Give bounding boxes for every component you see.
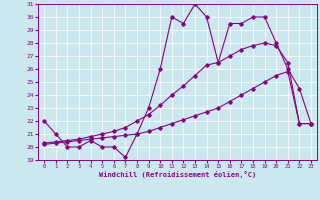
X-axis label: Windchill (Refroidissement éolien,°C): Windchill (Refroidissement éolien,°C) bbox=[99, 171, 256, 178]
